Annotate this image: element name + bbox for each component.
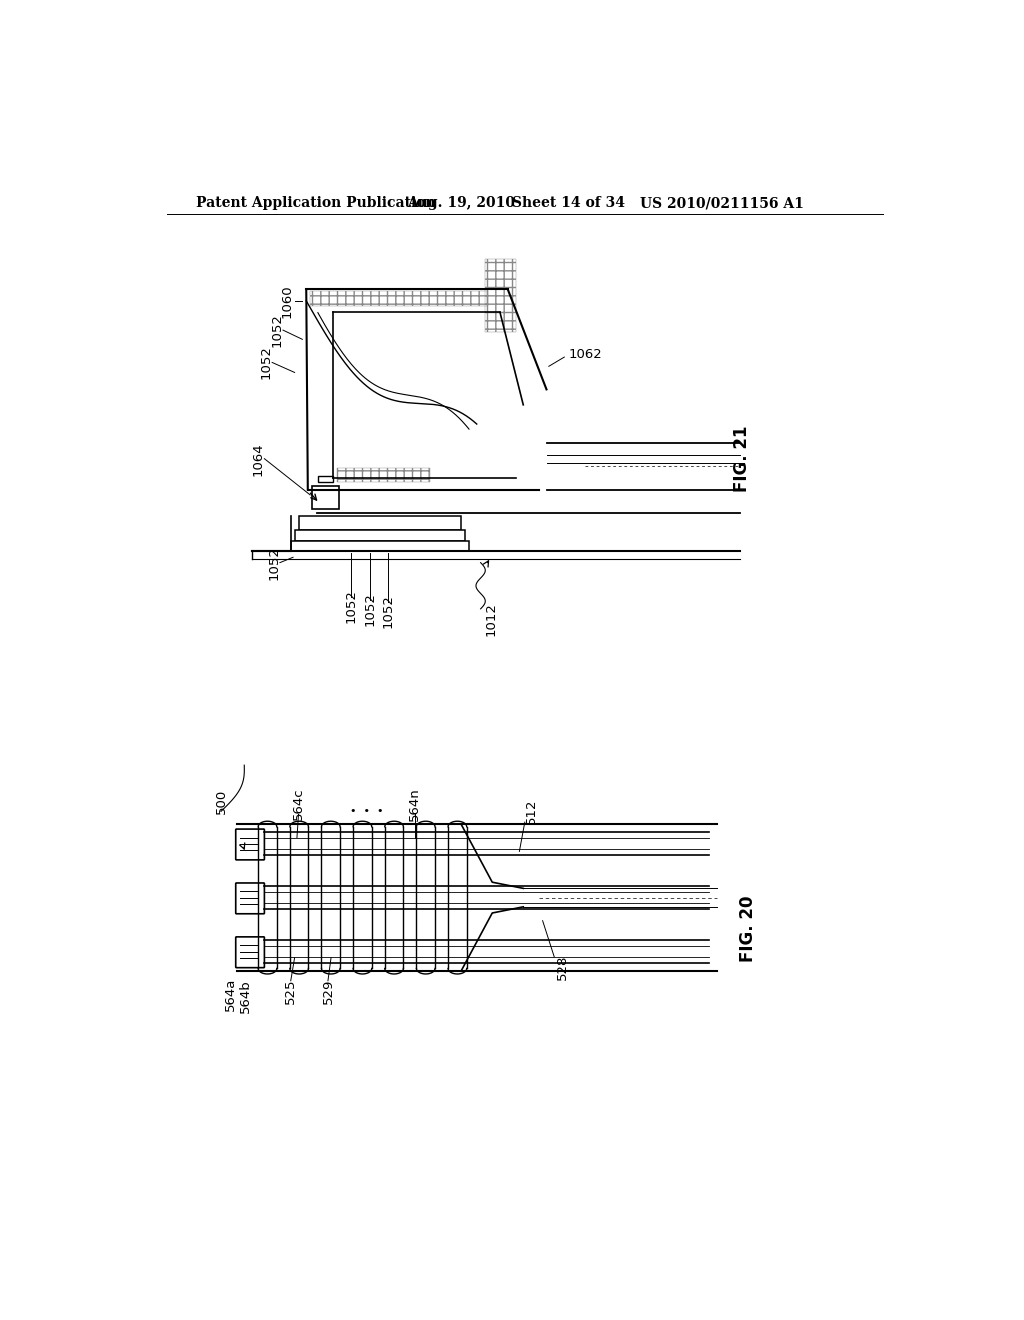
Bar	[295, 531, 465, 541]
FancyBboxPatch shape	[236, 937, 264, 968]
Bar	[337, 469, 430, 482]
Text: 1062: 1062	[568, 348, 602, 362]
Text: FIG. 20: FIG. 20	[739, 895, 757, 962]
Text: 564c: 564c	[292, 787, 305, 820]
Text: 564b: 564b	[240, 979, 252, 1012]
Text: 1064: 1064	[252, 442, 264, 475]
Text: Patent Application Publication: Patent Application Publication	[197, 197, 436, 210]
Bar	[484, 259, 515, 331]
Bar	[299, 516, 461, 531]
Text: 564a: 564a	[224, 977, 237, 1011]
Text: 1052: 1052	[267, 545, 281, 579]
Bar	[310, 290, 488, 306]
Text: FIG. 21: FIG. 21	[733, 425, 751, 492]
FancyBboxPatch shape	[236, 829, 264, 859]
Text: 1052: 1052	[364, 591, 376, 626]
Text: 564n: 564n	[409, 787, 421, 821]
Text: US 2010/0211156 A1: US 2010/0211156 A1	[640, 197, 804, 210]
Text: 1052: 1052	[270, 313, 284, 347]
Text: 1052: 1052	[382, 594, 395, 628]
Text: 1012: 1012	[484, 602, 498, 636]
Text: Aug. 19, 2010: Aug. 19, 2010	[407, 197, 515, 210]
Text: 525: 525	[285, 979, 297, 1005]
Text: 1060: 1060	[281, 284, 293, 318]
Text: 500: 500	[214, 789, 227, 814]
FancyBboxPatch shape	[311, 486, 339, 508]
Text: Sheet 14 of 34: Sheet 14 of 34	[512, 197, 626, 210]
Bar	[317, 475, 334, 482]
Text: 512: 512	[524, 799, 538, 824]
Text: 1052: 1052	[259, 346, 272, 379]
Text: 529: 529	[322, 979, 335, 1005]
Bar	[291, 541, 469, 552]
Text: 1052: 1052	[345, 590, 357, 623]
FancyBboxPatch shape	[236, 883, 264, 913]
Text: •  •  •: • • •	[350, 807, 383, 816]
Text: 528: 528	[555, 954, 568, 979]
